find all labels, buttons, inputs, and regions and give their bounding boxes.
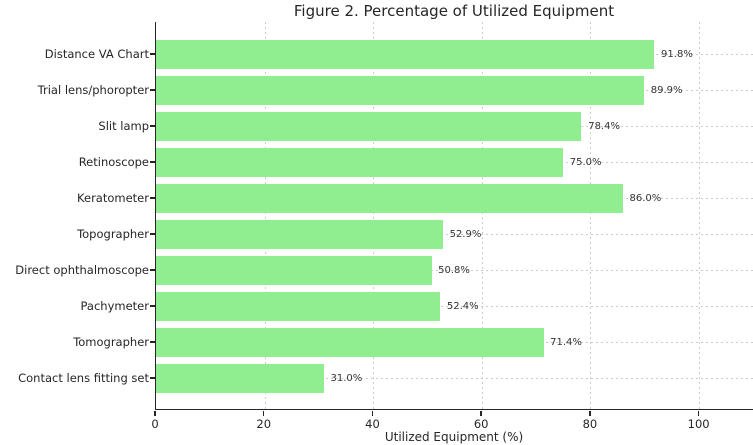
- y-tick-mark: [150, 269, 155, 271]
- horizontal-gridline: [156, 234, 753, 235]
- y-tick-label: Retinoscope: [78, 154, 149, 169]
- y-tick-mark: [150, 197, 155, 199]
- x-tick-label: 0: [151, 417, 159, 431]
- bar: [156, 255, 432, 285]
- bar: [156, 363, 325, 393]
- y-tick-label: Pachymeter: [80, 298, 149, 313]
- vertical-gridline: [698, 22, 700, 409]
- y-tick-mark: [150, 125, 155, 127]
- x-tick-label: 20: [256, 417, 272, 431]
- bar: [156, 75, 644, 105]
- y-tick-label: Topographer: [77, 226, 149, 241]
- horizontal-gridline: [156, 378, 753, 379]
- y-tick-label: Distance VA Chart: [44, 46, 149, 61]
- horizontal-gridline: [156, 306, 753, 307]
- x-tick-label: 60: [473, 417, 489, 431]
- y-tick-mark: [150, 89, 155, 91]
- bar-value-label: 50.8%: [438, 264, 470, 276]
- bar: [156, 39, 655, 69]
- vertical-gridline: [481, 22, 483, 409]
- bar-value-label: 71.4%: [550, 336, 582, 348]
- y-tick-mark: [150, 233, 155, 235]
- y-tick-label: Trial lens/phoropter: [37, 82, 149, 97]
- y-tick-label: Keratometer: [77, 190, 149, 205]
- x-tick-mark: [154, 411, 156, 416]
- bar: [156, 327, 544, 357]
- bar: [156, 147, 564, 177]
- y-tick-mark: [150, 53, 155, 55]
- y-tick-label: Direct ophthalmoscope: [15, 262, 149, 277]
- bar-value-label: 91.8%: [661, 48, 693, 60]
- y-tick-label: Slit lamp: [98, 118, 149, 133]
- bar: [156, 291, 441, 321]
- bar: [156, 219, 444, 249]
- vertical-gridline: [264, 22, 266, 409]
- x-tick-label: 100: [687, 417, 710, 431]
- x-tick-mark: [697, 411, 700, 416]
- y-tick-mark: [150, 341, 155, 343]
- bar: [156, 111, 582, 141]
- bar-value-label: 86.0%: [629, 192, 662, 204]
- y-tick-label: Contact lens fitting set: [18, 370, 149, 385]
- bar-value-label: 89.9%: [650, 84, 683, 96]
- y-tick-label: Tomographer: [73, 334, 149, 349]
- chart-title: Figure 2. Percentage of Utilized Equipme…: [293, 2, 615, 20]
- bar-value-label: 52.4%: [446, 300, 479, 312]
- bar-value-label: 75.0%: [569, 156, 602, 168]
- y-tick-mark: [150, 305, 155, 307]
- vertical-gridline: [373, 22, 375, 409]
- y-tick-mark: [150, 377, 155, 379]
- x-tick-mark: [371, 411, 374, 416]
- x-tick-label: 80: [582, 417, 598, 431]
- x-tick-mark: [263, 411, 265, 416]
- bar-value-label: 52.9%: [449, 228, 482, 240]
- plot-area: 91.8% 89.9% 78.4% 75.0% 86.0% 52.9% 50.8% 52.4%…: [155, 22, 753, 410]
- bar-value-label: 78.4%: [588, 120, 620, 132]
- x-tick-label: 40: [365, 417, 380, 431]
- bar: [156, 183, 623, 213]
- vertical-gridline: [590, 22, 592, 409]
- bar-value-label: 31.0%: [330, 372, 363, 384]
- x-tick-mark: [589, 411, 591, 416]
- y-tick-mark: [150, 161, 155, 163]
- horizontal-gridline: [156, 270, 753, 271]
- x-axis-title: Utilized Equipment (%): [384, 430, 524, 444]
- x-tick-mark: [480, 411, 482, 416]
